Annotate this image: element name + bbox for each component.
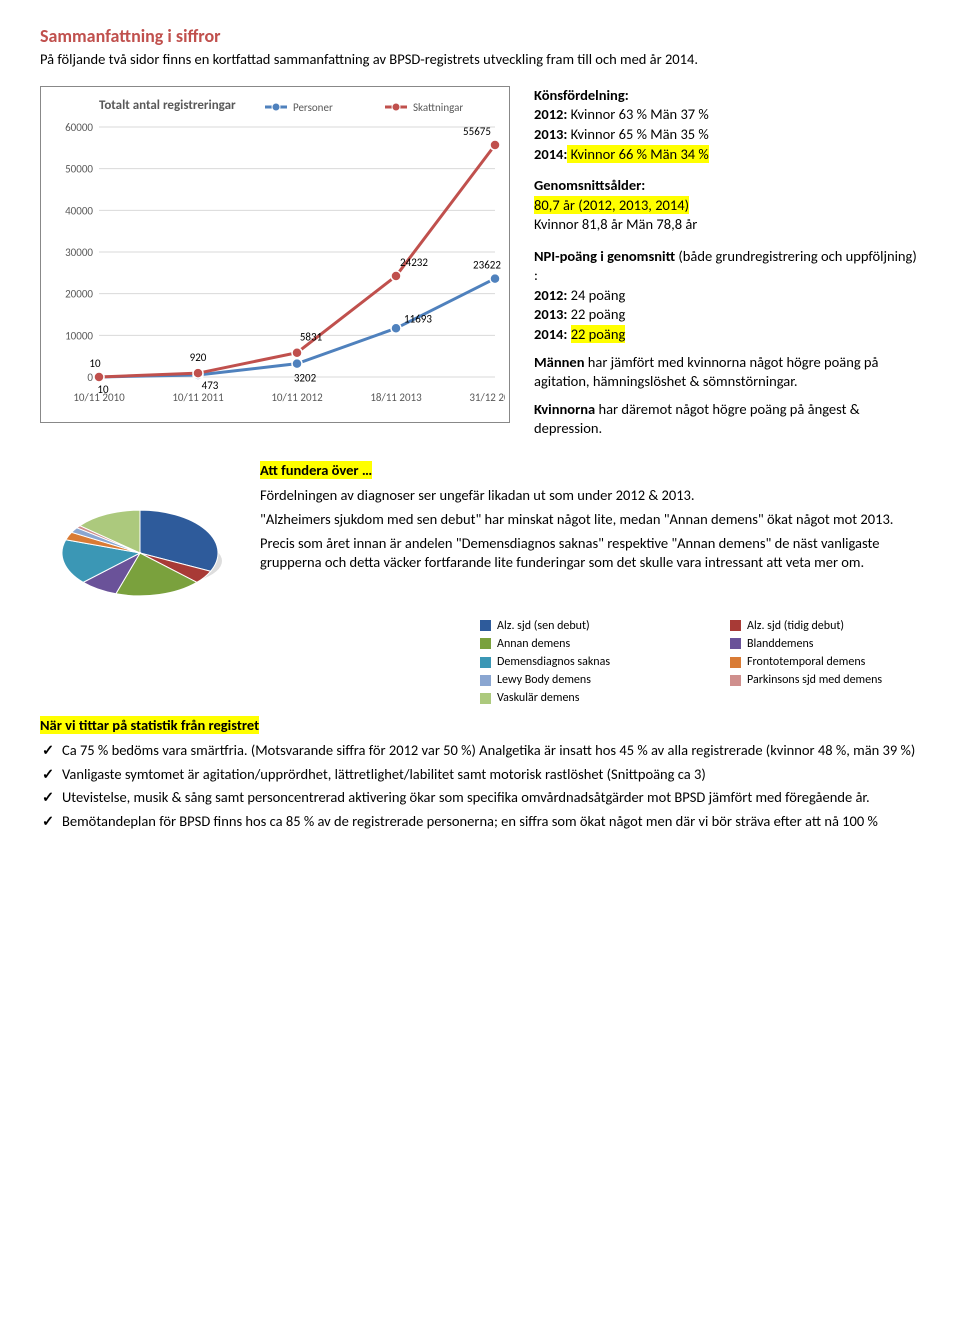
bullet-item: Vanligaste symtomet är agitation/upprörd… [40, 765, 920, 785]
svg-text:11693: 11693 [404, 312, 432, 325]
chart-column: 0 10000 20000 30000 40000 50000 60000 10/11 201… [40, 86, 510, 451]
legend-label: Blanddemens [747, 636, 813, 652]
svg-text:40000: 40000 [65, 204, 93, 217]
svg-text:10: 10 [89, 357, 101, 370]
legend-item: Blanddemens [730, 636, 930, 652]
legend-label: Annan demens [497, 636, 570, 652]
legend-swatch [480, 657, 491, 668]
konsfordelning-heading: Könsfördelning: [534, 86, 629, 104]
bullet-item: Utevistelse, musik & sång samt personcen… [40, 788, 920, 808]
legend-label: Alz. sjd (sen debut) [497, 618, 590, 634]
legend-swatch [480, 675, 491, 686]
bullet-list: Ca 75 % bedöms vara smärtfria. (Motsvara… [40, 741, 920, 831]
fundera-block: Att fundera över … Fördelningen av diagn… [260, 461, 930, 708]
svg-text:60000: 60000 [65, 121, 93, 134]
fundera-line: "Alzheimers sjukdom med sen debut" har m… [260, 510, 930, 530]
line-chart: 0 10000 20000 30000 40000 50000 60000 10/11 201… [45, 93, 505, 413]
svg-text:920: 920 [190, 351, 207, 364]
legend-item: Alz. sjd (tidig debut) [730, 618, 930, 634]
genomsnitt-block: Genomsnittsålder: 80,7 år (2012, 2013, 2… [534, 176, 920, 235]
pie-legend: Alz. sjd (sen debut) Alz. sjd (tidig debu… [480, 617, 930, 708]
svg-text:10/11 2012: 10/11 2012 [271, 391, 323, 404]
genomsnitt-line1: 80,7 år (2012, 2013, 2014) [534, 196, 689, 214]
middle-row: Att fundera över … Fördelningen av diagn… [40, 461, 920, 708]
legend-item: Vaskulär demens [480, 690, 680, 706]
legend-item: Parkinsons sjd med demens [730, 672, 930, 688]
subtitle-text: På följande två sidor finns en kortfatta… [40, 50, 920, 70]
legend-swatch [730, 620, 741, 631]
legend-item: Alz. sjd (sen debut) [480, 618, 680, 634]
svg-text:Totalt antal registreringar: Totalt antal registreringar [99, 98, 236, 113]
svg-text:10/11 2011: 10/11 2011 [172, 391, 224, 404]
legend-item: Annan demens [480, 636, 680, 652]
legend-item: Lewy Body demens [480, 672, 680, 688]
legend-label: Frontotemporal demens [747, 654, 865, 670]
svg-text:50000: 50000 [65, 163, 93, 176]
svg-text:31/12 2014: 31/12 2014 [469, 391, 505, 404]
svg-text:0: 0 [87, 371, 93, 384]
svg-text:5831: 5831 [300, 331, 323, 344]
svg-text:10: 10 [97, 383, 109, 396]
npi-p1: har jämfört med kvinnorna något högre po… [534, 353, 879, 391]
stats-column: Könsfördelning: 2012: Kvinnor 63 % Män 3… [534, 86, 920, 451]
svg-text:55675: 55675 [463, 125, 491, 138]
svg-text:Personer: Personer [293, 101, 333, 114]
npi-p2-bold: Kvinnorna [534, 400, 595, 418]
legend-label: Demensdiagnos saknas [497, 654, 610, 670]
fundera-line: Precis som året innan är andelen "Demens… [260, 534, 930, 573]
kf-line: 2014: Kvinnor 66 % Män 34 % [534, 145, 920, 165]
bullet-item: Ca 75 % bedöms vara smärtfria. (Motsvara… [40, 741, 920, 761]
fundera-body: Fördelningen av diagnoser ser ungefär li… [260, 486, 930, 572]
bottom-heading: När vi tittar på statistik från registre… [40, 716, 259, 734]
kf-line: 2012: Kvinnor 63 % Män 37 % [534, 105, 920, 125]
legend-swatch [730, 657, 741, 668]
legend-swatch [480, 620, 491, 631]
legend-swatch [480, 693, 491, 704]
svg-text:473: 473 [202, 379, 219, 392]
svg-text:10000: 10000 [65, 329, 93, 342]
legend-swatch [730, 638, 741, 649]
npi-row: 2012: 24 poäng [534, 286, 920, 306]
legend-swatch [480, 638, 491, 649]
genomsnitt-line2: Kvinnor 81,8 år Män 78,8 år [534, 215, 920, 235]
bullet-item: Bemötandeplan för BPSD finns hos ca 85 %… [40, 812, 920, 832]
legend-item: Demensdiagnos saknas [480, 654, 680, 670]
legend-item: Frontotemporal demens [730, 654, 930, 670]
legend-label: Lewy Body demens [497, 672, 591, 688]
npi-block: NPI-poäng i genomsnitt (både grundregist… [534, 247, 920, 439]
konsfordelning-block: Könsfördelning: 2012: Kvinnor 63 % Män 3… [534, 86, 920, 164]
genomsnitt-heading: Genomsnittsålder: [534, 176, 645, 194]
svg-text:30000: 30000 [65, 246, 93, 259]
legend-label: Parkinsons sjd med demens [747, 672, 882, 688]
page-title: Sammanfattning i siffror [40, 24, 920, 48]
fundera-heading: Att fundera över … [260, 461, 372, 479]
line-chart-container: 0 10000 20000 30000 40000 50000 60000 10/11 201… [40, 86, 510, 424]
kf-line: 2013: Kvinnor 65 % Män 35 % [534, 125, 920, 145]
npi-p1-bold: Männen [534, 353, 584, 371]
fundera-line: Fördelningen av diagnoser ser ungefär li… [260, 486, 930, 506]
pie-chart-container [40, 461, 240, 647]
legend-label: Alz. sjd (tidig debut) [747, 618, 844, 634]
npi-row: 2014: 22 poäng [534, 325, 920, 345]
svg-text:18/11 2013: 18/11 2013 [370, 391, 422, 404]
svg-text:20000: 20000 [65, 288, 93, 301]
npi-heading: NPI-poäng i genomsnitt [534, 247, 675, 265]
top-row: 0 10000 20000 30000 40000 50000 60000 10/11 201… [40, 86, 920, 451]
legend-swatch [730, 675, 741, 686]
svg-text:24232: 24232 [400, 256, 428, 269]
pie-chart [40, 461, 240, 641]
legend-label: Vaskulär demens [497, 690, 579, 706]
npi-row: 2013: 22 poäng [534, 305, 920, 325]
svg-text:23622: 23622 [473, 258, 501, 271]
svg-text:3202: 3202 [294, 372, 317, 385]
svg-text:Skattningar: Skattningar [413, 101, 463, 114]
